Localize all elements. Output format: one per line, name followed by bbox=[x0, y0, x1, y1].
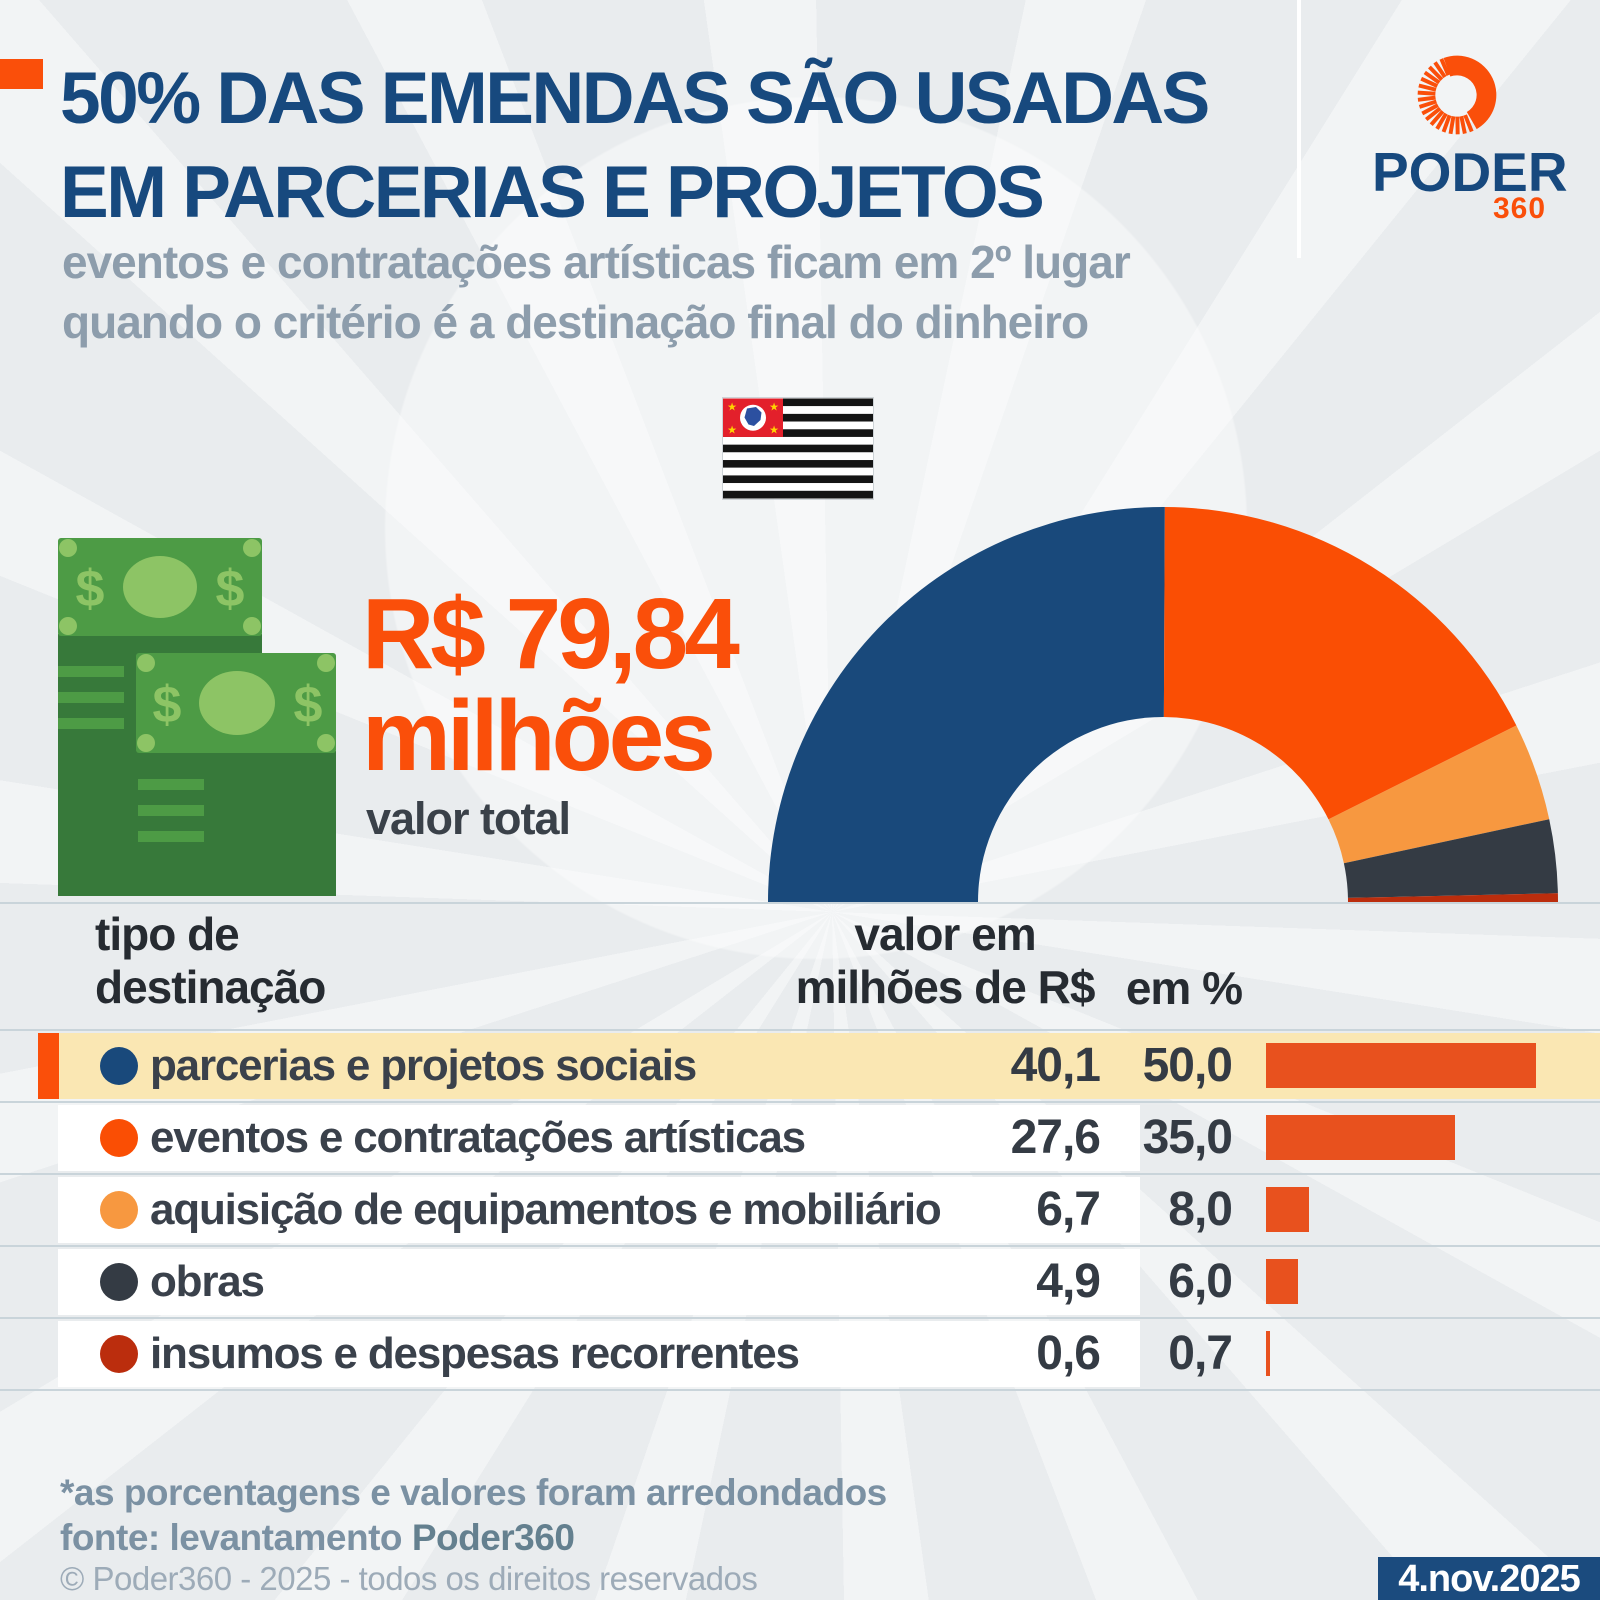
row-accent-bar bbox=[38, 1033, 59, 1099]
svg-text:$: $ bbox=[216, 560, 245, 618]
accent-square bbox=[0, 59, 43, 89]
rounding-footnote: *as porcentagens e valores foram arredon… bbox=[60, 1472, 887, 1513]
separator-line bbox=[0, 902, 1600, 904]
subtitle-line2: quando o critério é a destinação final d… bbox=[62, 296, 1089, 348]
table-row: eventos e contratações artísticas 27,6 3… bbox=[0, 1105, 1600, 1171]
title-line2: EM PARCERIAS E PROJETOS bbox=[60, 152, 1045, 233]
row-valor: 6,7 bbox=[1036, 1183, 1101, 1236]
total-caption: valor total bbox=[366, 793, 571, 844]
separator-line bbox=[0, 1029, 1600, 1031]
logo-divider-line bbox=[1297, 0, 1301, 258]
half-donut-chart bbox=[768, 506, 1558, 902]
row-percent: 8,0 bbox=[1168, 1183, 1233, 1236]
donut-segment-3 bbox=[1343, 819, 1558, 898]
table-row: insumos e despesas recorrentes 0,6 0,7 bbox=[0, 1321, 1600, 1387]
copyright-line: © Poder360 - 2025 - todos os direitos re… bbox=[60, 1560, 758, 1597]
title-line1: 50% DAS EMENDAS SÃO USADAS bbox=[60, 58, 1210, 139]
legend-dot bbox=[100, 1119, 138, 1157]
total-value-line1: R$ 79,84 bbox=[362, 578, 740, 690]
total-value: R$ 79,84 milhões bbox=[362, 578, 740, 792]
flag-star: ★ bbox=[727, 402, 737, 414]
money-stack-illustration: $ $ $ $ bbox=[58, 538, 336, 896]
sao-paulo-flag: ★ ★ ★ ★ bbox=[723, 398, 873, 499]
table-row: obras 4,9 6,0 bbox=[0, 1249, 1600, 1315]
date-badge: 4.nov.2025 bbox=[1378, 1557, 1600, 1600]
donut-segment-1 bbox=[1163, 507, 1517, 820]
svg-text:$: $ bbox=[153, 676, 182, 734]
pct-bar bbox=[1266, 1115, 1455, 1160]
legend-dot bbox=[100, 1047, 138, 1085]
legend-dot bbox=[100, 1263, 138, 1301]
column-header-valor-milhoes: valor em milhões de R$ bbox=[795, 908, 1096, 1013]
brazil-map-shape bbox=[744, 407, 762, 426]
legend-dot bbox=[100, 1335, 138, 1373]
row-background bbox=[58, 1249, 1140, 1315]
pct-bar bbox=[1266, 1187, 1310, 1232]
poder360-wordmark: PODER bbox=[1372, 141, 1568, 203]
source-name: Poder360 bbox=[411, 1517, 575, 1558]
row-valor: 27,6 bbox=[1010, 1111, 1101, 1164]
separator-line bbox=[0, 1245, 1600, 1247]
donut-segment-4 bbox=[1347, 893, 1558, 902]
row-background bbox=[58, 1177, 1140, 1243]
separator-line bbox=[0, 1173, 1600, 1175]
row-valor: 0,6 bbox=[1036, 1327, 1101, 1380]
svg-text:$: $ bbox=[294, 676, 323, 734]
row-label: obras bbox=[150, 1257, 265, 1306]
flag-star: ★ bbox=[727, 425, 737, 437]
page-title: 50% DAS EMENDAS SÃO USADAS EM PARCERIAS … bbox=[60, 52, 1210, 240]
row-percent: 0,7 bbox=[1168, 1327, 1233, 1380]
svg-text:$: $ bbox=[76, 560, 105, 618]
column-header-em-pct: em % bbox=[1125, 962, 1243, 1014]
separator-line bbox=[0, 1101, 1600, 1103]
table-row: parcerias e projetos sociais 40,1 50,0 bbox=[0, 1033, 1600, 1099]
row-valor: 40,1 bbox=[1010, 1039, 1101, 1092]
donut-segment-2 bbox=[1328, 725, 1550, 864]
row-percent: 50,0 bbox=[1142, 1039, 1233, 1092]
donut-segment-0 bbox=[768, 506, 1165, 902]
pct-bar bbox=[1266, 1331, 1270, 1376]
flag-star: ★ bbox=[769, 425, 779, 437]
row-label: parcerias e projetos sociais bbox=[150, 1041, 697, 1090]
source-line: fonte: levantamento Poder360 bbox=[60, 1517, 575, 1558]
subtitle-line1: eventos e contratações artísticas ficam … bbox=[62, 236, 1131, 288]
poder360-suffix: 360 bbox=[1493, 192, 1547, 225]
row-label: insumos e despesas recorrentes bbox=[150, 1329, 800, 1378]
row-label: aquisição de equipamentos e mobiliário bbox=[150, 1185, 942, 1234]
row-percent: 35,0 bbox=[1142, 1111, 1233, 1164]
row-background bbox=[58, 1321, 1140, 1387]
flag-star: ★ bbox=[769, 402, 779, 414]
page-subtitle: eventos e contratações artísticas ficam … bbox=[62, 232, 1131, 352]
poder360-sunburst-icon bbox=[1417, 55, 1497, 135]
pct-bar bbox=[1266, 1043, 1536, 1088]
total-value-line2: milhões bbox=[362, 680, 716, 792]
row-valor: 4,9 bbox=[1036, 1255, 1101, 1308]
separator-line bbox=[0, 1317, 1600, 1319]
table-row: aquisição de equipamentos e mobiliário 6… bbox=[0, 1177, 1600, 1243]
separator-line bbox=[0, 1389, 1600, 1391]
column-header-tipo-destinacao: tipo de destinação bbox=[95, 908, 326, 1013]
legend-dot bbox=[100, 1191, 138, 1229]
row-percent: 6,0 bbox=[1168, 1255, 1233, 1308]
pct-bar bbox=[1266, 1259, 1299, 1304]
row-background bbox=[58, 1105, 1140, 1171]
row-label: eventos e contratações artísticas bbox=[150, 1113, 806, 1162]
